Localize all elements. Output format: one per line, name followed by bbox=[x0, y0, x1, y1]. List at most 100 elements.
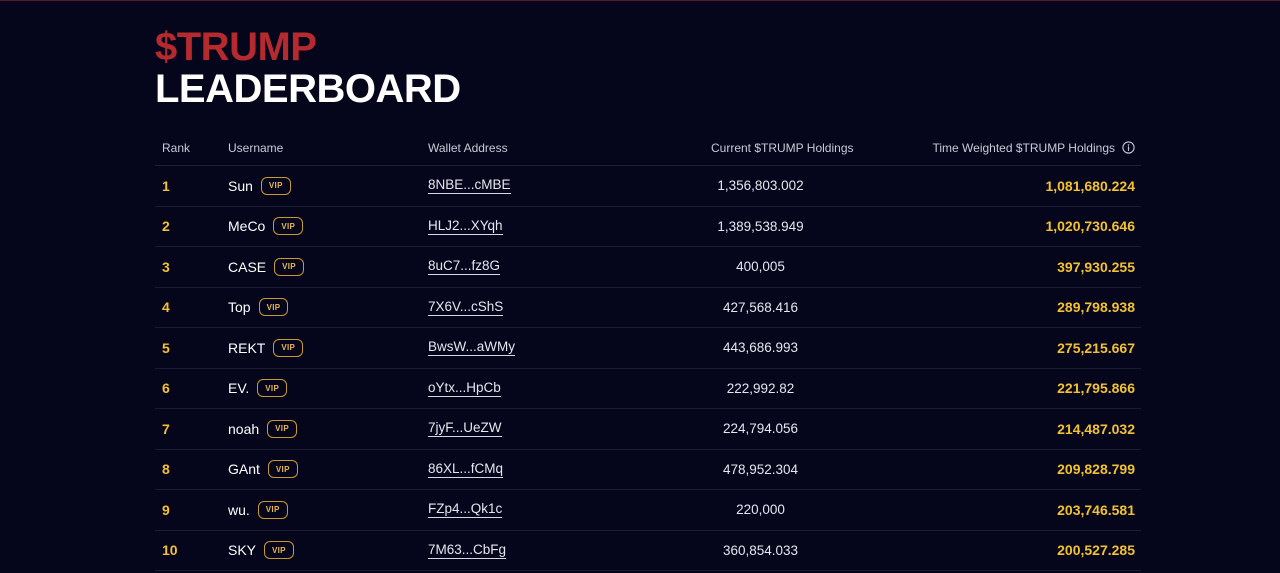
wallet-cell: 7M63...CbFg bbox=[428, 531, 507, 571]
info-circle-icon[interactable] bbox=[1122, 141, 1135, 154]
username-cell: wu. VIP bbox=[228, 490, 288, 530]
wallet-cell: 7X6V...cShS bbox=[428, 288, 504, 328]
header-username: Username bbox=[228, 140, 284, 155]
vip-badge: VIP bbox=[273, 217, 304, 236]
rank-value: 9 bbox=[162, 501, 170, 518]
table-row: 9 wu. VIP FZp4...Qk1c 220,000 203,746.581 bbox=[155, 490, 1141, 531]
wallet-address-link[interactable]: 8uC7...fz8G bbox=[428, 258, 501, 276]
current-holdings-value: 478,952.304 bbox=[722, 461, 799, 477]
username-cell: noah VIP bbox=[228, 409, 297, 449]
wallet-address-link[interactable]: 7jyF...UeZW bbox=[428, 420, 502, 438]
username: EV. bbox=[228, 380, 250, 397]
wallet-address-link[interactable]: 86XL...fCMq bbox=[428, 460, 504, 478]
current-holdings-value: 400,005 bbox=[736, 259, 785, 275]
rank-cell: 10 bbox=[162, 531, 178, 571]
rank-value: 4 bbox=[162, 299, 170, 316]
current-holdings-value: 1,356,803.002 bbox=[717, 178, 804, 194]
rank-value: 10 bbox=[162, 542, 178, 559]
vip-badge: VIP bbox=[274, 257, 304, 276]
table-row: 10 SKY VIP 7M63...CbFg 360,854.033 200,527.28… bbox=[155, 531, 1141, 571]
top-divider bbox=[0, 0, 1280, 1]
time-weighted-cell: 209,828.799 bbox=[1057, 450, 1135, 490]
time-weighted-cell: 275,215.667 bbox=[1057, 328, 1135, 368]
username: GAnt bbox=[228, 461, 260, 478]
time-weighted-cell: 203,746.581 bbox=[1057, 490, 1135, 530]
username-cell: GAnt VIP bbox=[228, 450, 298, 490]
username: REKT bbox=[228, 339, 266, 356]
time-weighted-value: 203,746.581 bbox=[1057, 501, 1135, 518]
time-weighted-cell: 214,487.032 bbox=[1057, 409, 1135, 449]
wallet-cell: oYtx...HpCb bbox=[428, 369, 501, 409]
vip-badge: VIP bbox=[267, 460, 298, 479]
table-row: 6 EV. VIP oYtx...HpCb 222,992.82 221,795.866 bbox=[155, 369, 1141, 409]
rank-value: 7 bbox=[162, 420, 170, 437]
wallet-address-link[interactable]: HLJ2...XYqh bbox=[428, 217, 503, 235]
current-holdings-cell: 1,389,538.949 bbox=[625, 207, 896, 247]
table-row: 7 noah VIP 7jyF...UeZW 224,794.056 214,487.03… bbox=[155, 409, 1141, 450]
rank-value: 6 bbox=[162, 380, 170, 397]
time-weighted-value: 1,020,730.646 bbox=[1045, 218, 1135, 235]
rank-value: 2 bbox=[162, 218, 170, 235]
rank-cell: 5 bbox=[162, 328, 170, 368]
title-token: $TRUMP bbox=[155, 25, 317, 69]
username: wu. bbox=[228, 501, 250, 518]
username: Top bbox=[228, 299, 251, 316]
table-row: 1 Sun VIP 8NBE...cMBE 1,356,803.002 1,081,680… bbox=[155, 166, 1141, 207]
wallet-cell: FZp4...Qk1c bbox=[428, 490, 503, 530]
current-holdings-cell: 400,005 bbox=[625, 247, 896, 287]
vip-badge: VIP bbox=[273, 338, 304, 357]
rank-cell: 8 bbox=[162, 450, 170, 490]
current-holdings-value: 427,568.416 bbox=[722, 299, 799, 315]
username: Sun bbox=[228, 177, 253, 194]
time-weighted-value: 200,527.285 bbox=[1057, 542, 1135, 559]
current-holdings-value: 220,000 bbox=[736, 502, 785, 518]
vip-badge: VIP bbox=[258, 298, 289, 317]
wallet-address-link[interactable]: 7M63...CbFg bbox=[428, 541, 507, 559]
current-holdings-cell: 1,356,803.002 bbox=[625, 166, 896, 206]
rank-value: 8 bbox=[162, 461, 170, 478]
current-holdings-cell: 443,686.993 bbox=[625, 328, 896, 368]
rank-value: 3 bbox=[162, 258, 170, 275]
time-weighted-cell: 397,930.255 bbox=[1057, 247, 1135, 287]
vip-badge: VIP bbox=[257, 379, 288, 398]
time-weighted-value: 289,798.938 bbox=[1057, 299, 1135, 316]
wallet-address-link[interactable]: FZp4...Qk1c bbox=[428, 501, 503, 519]
current-holdings-value: 1,389,538.949 bbox=[717, 218, 804, 234]
vip-badge: VIP bbox=[264, 541, 294, 560]
username-cell: REKT VIP bbox=[228, 328, 304, 368]
current-holdings-cell: 478,952.304 bbox=[625, 450, 896, 490]
rank-cell: 1 bbox=[162, 166, 170, 206]
current-holdings-cell: 222,992.82 bbox=[625, 369, 896, 409]
username-cell: CASE VIP bbox=[228, 247, 304, 287]
username: SKY bbox=[228, 542, 257, 559]
rank-value: 1 bbox=[162, 177, 170, 194]
table-row: 3 CASE VIP 8uC7...fz8G 400,005 397,930.255 bbox=[155, 247, 1141, 288]
wallet-address-link[interactable]: oYtx...HpCb bbox=[428, 379, 501, 397]
table-header: Rank Username Wallet Address Current $TR… bbox=[155, 130, 1141, 166]
time-weighted-cell: 200,527.285 bbox=[1057, 531, 1135, 571]
page-title: $TRUMP LEADERBOARD bbox=[155, 26, 461, 110]
current-holdings-value: 360,854.033 bbox=[722, 542, 799, 558]
header-wallet: Wallet Address bbox=[428, 140, 508, 155]
table-row: 8 GAnt VIP 86XL...fCMq 478,952.304 209,828.79… bbox=[155, 450, 1141, 490]
current-holdings-cell: 224,794.056 bbox=[625, 409, 896, 449]
current-holdings-cell: 427,568.416 bbox=[625, 288, 896, 328]
vip-badge: VIP bbox=[260, 176, 291, 195]
table-row: 2 MeCo VIP HLJ2...XYqh 1,389,538.949 1,020,73… bbox=[155, 207, 1141, 247]
leaderboard-table: Rank Username Wallet Address Current $TR… bbox=[155, 130, 1141, 571]
time-weighted-value: 221,795.866 bbox=[1057, 380, 1135, 397]
time-weighted-value: 214,487.032 bbox=[1057, 420, 1135, 437]
rank-cell: 4 bbox=[162, 288, 170, 328]
username: MeCo bbox=[228, 218, 266, 235]
rank-cell: 3 bbox=[162, 247, 170, 287]
wallet-address-link[interactable]: 8NBE...cMBE bbox=[428, 177, 511, 195]
table-row: 4 Top VIP 7X6V...cShS 427,568.416 289,798.938 bbox=[155, 288, 1141, 328]
wallet-address-link[interactable]: BwsW...aWMy bbox=[428, 339, 515, 357]
wallet-cell: 8uC7...fz8G bbox=[428, 247, 501, 287]
table-body: 1 Sun VIP 8NBE...cMBE 1,356,803.002 1,081,680… bbox=[155, 166, 1141, 571]
current-holdings-cell: 220,000 bbox=[625, 490, 896, 530]
header-time-weighted: Time Weighted $TRUMP Holdings bbox=[932, 130, 1135, 165]
time-weighted-cell: 1,081,680.224 bbox=[1045, 166, 1135, 206]
current-holdings-value: 224,794.056 bbox=[722, 421, 799, 437]
wallet-address-link[interactable]: 7X6V...cShS bbox=[428, 298, 504, 316]
